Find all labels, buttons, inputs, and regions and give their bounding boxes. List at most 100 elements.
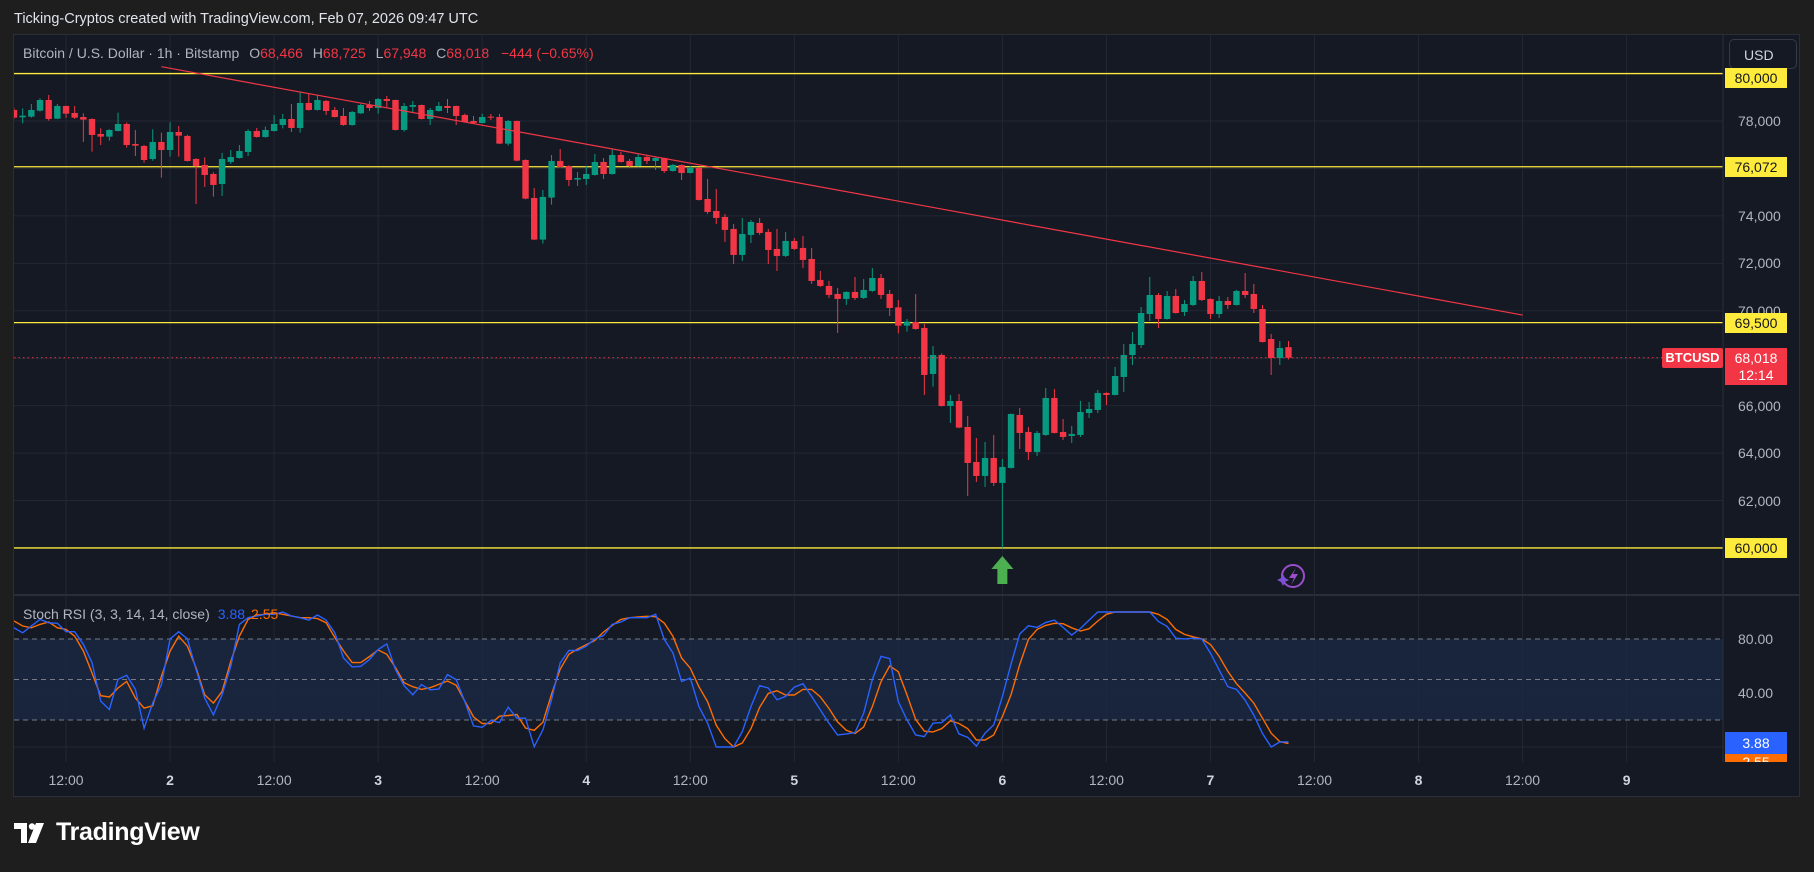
price-tick-label: 64,000 xyxy=(1738,445,1781,462)
candle-body xyxy=(62,105,70,114)
time-tick-label: 12:00 xyxy=(1505,772,1541,788)
candle-body xyxy=(869,277,876,291)
candle-body xyxy=(1259,308,1266,342)
symbol-name: Bitcoin / U.S. Dollar · 1h · Bitstamp xyxy=(23,45,240,61)
candle-body xyxy=(175,131,182,136)
candle-body xyxy=(1250,293,1258,309)
open-label: O xyxy=(249,45,261,61)
price-tick-label: 74,000 xyxy=(1738,207,1781,224)
candle-body xyxy=(782,240,789,256)
candle-body xyxy=(687,167,694,173)
candle-body xyxy=(1146,294,1153,314)
candle-body xyxy=(236,150,243,158)
candle-body xyxy=(435,105,443,111)
candle-body xyxy=(158,141,165,150)
time-tick-label: 8 xyxy=(1414,772,1423,788)
candle-body xyxy=(244,130,252,152)
candle-body xyxy=(340,115,347,125)
time-tick-label: 12:00 xyxy=(672,772,708,788)
candle-body xyxy=(617,154,625,162)
time-tick-label: 12:00 xyxy=(1088,772,1124,788)
candle-body xyxy=(400,105,408,130)
price-tick-label: 66,000 xyxy=(1738,397,1781,414)
time-tick-label: 12:00 xyxy=(48,772,84,788)
stoch-d-value: 2.55 xyxy=(251,606,279,622)
candle-body xyxy=(409,104,417,107)
candle-body xyxy=(1207,298,1214,314)
candle-body xyxy=(1059,431,1067,437)
candle-body xyxy=(461,114,469,122)
stoch-rsi-legend[interactable]: Stoch RSI (3, 3, 14, 14, close) 3.88 2.55 xyxy=(23,606,278,622)
close-label: C xyxy=(436,45,447,61)
candle-body xyxy=(713,210,720,218)
candle-body xyxy=(548,160,555,198)
candle-body xyxy=(71,112,78,118)
stoch-k-tag: 3.88 xyxy=(1725,732,1787,754)
time-tick-label: 12:00 xyxy=(464,772,500,788)
time-tick-label: 12:00 xyxy=(256,772,292,788)
candle-body xyxy=(1007,413,1015,468)
high-value: 68,725 xyxy=(322,45,366,61)
candle-body xyxy=(661,157,668,171)
candle-body xyxy=(1215,300,1223,314)
candle-body xyxy=(106,129,113,137)
lightning-icon[interactable] xyxy=(1277,564,1305,588)
stoch-d-tag: 2.55 xyxy=(1725,754,1787,762)
candles xyxy=(14,91,1292,549)
candle-body xyxy=(1051,397,1058,433)
candle-body xyxy=(947,400,954,406)
candle-body xyxy=(609,154,616,174)
close-value: 68,018 xyxy=(446,45,490,61)
candle-body xyxy=(973,461,980,476)
candle-body xyxy=(305,102,312,110)
time-tick-label: 6 xyxy=(998,772,1007,788)
candle-body xyxy=(322,100,330,111)
candle-body xyxy=(1033,432,1041,452)
stoch-k-value: 3.88 xyxy=(217,606,246,622)
candle-body xyxy=(739,233,746,255)
candle-body xyxy=(643,156,651,161)
stoch-rsi-lines xyxy=(14,611,1289,749)
symbol-legend[interactable]: Bitcoin / U.S. Dollar · 1h · Bitstamp O 6… xyxy=(23,45,594,61)
candle-body xyxy=(522,159,529,199)
trendline xyxy=(161,66,1523,316)
candle-body xyxy=(262,129,269,137)
candle-body xyxy=(1016,414,1023,433)
currency-button[interactable]: USD xyxy=(1729,39,1797,69)
candle-body xyxy=(478,116,486,123)
overlay[interactable] xyxy=(14,66,1723,359)
candle-body xyxy=(574,177,581,180)
candle-body xyxy=(1276,347,1284,358)
stoch-tick-label: 80.00 xyxy=(1738,631,1774,647)
stoch-rsi-title: Stoch RSI (3, 3, 14, 14, close) xyxy=(23,606,210,622)
candle-body xyxy=(791,240,798,249)
level-label: 69,500 xyxy=(1725,312,1787,333)
candle-body xyxy=(895,307,902,326)
low-label: L xyxy=(375,45,384,61)
time-tick-label: 3 xyxy=(374,772,383,788)
candle-body xyxy=(565,165,573,180)
candle-body xyxy=(583,173,590,179)
candle-body xyxy=(1155,294,1162,319)
up-arrow-shape xyxy=(991,556,1014,584)
horizontal-levels[interactable] xyxy=(14,72,1723,549)
candle-body xyxy=(114,123,122,131)
candle-body xyxy=(1025,431,1032,452)
candle-body xyxy=(539,196,547,240)
candle-body xyxy=(452,105,460,116)
tradingview-logo-icon xyxy=(14,822,44,843)
candle-body xyxy=(14,109,18,118)
candle-body xyxy=(747,221,755,235)
candle-body xyxy=(331,109,338,117)
candle-body xyxy=(756,222,763,233)
candle-body xyxy=(1189,280,1197,305)
candle-body xyxy=(669,164,677,171)
candle-body xyxy=(799,247,807,260)
tradingview-logo[interactable]: TradingView xyxy=(14,818,200,847)
candle-body xyxy=(1077,411,1084,435)
candle-body xyxy=(981,457,989,476)
candle-body xyxy=(496,116,503,144)
stoch-k-line xyxy=(14,611,1289,749)
time-tick-label: 12:00 xyxy=(880,772,916,788)
